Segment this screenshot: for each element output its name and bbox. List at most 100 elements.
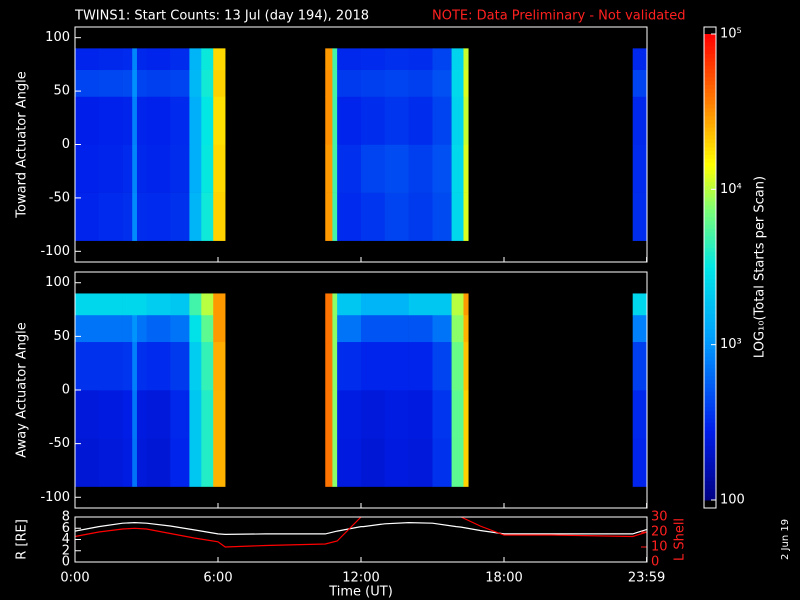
heatmap-cell — [432, 144, 452, 193]
heatmap-cell — [632, 438, 648, 487]
heatmap-cell — [98, 69, 123, 97]
colorbar-step — [704, 496, 716, 501]
heatmap-cell — [122, 438, 133, 487]
heatmap-cell — [201, 293, 214, 316]
colorbar-step — [704, 395, 716, 400]
heatmap-cell — [132, 341, 138, 391]
colorbar-step — [704, 453, 716, 458]
colorbar-step — [704, 169, 716, 175]
heatmap-cell — [432, 293, 452, 316]
heatmap-cell — [432, 438, 452, 487]
colorbar-step — [704, 267, 716, 272]
heatmap-cell — [189, 314, 202, 343]
heatmap-cell — [122, 96, 133, 145]
heatmap-cell — [332, 341, 338, 391]
colorbar-step — [704, 65, 716, 70]
colorbar-step — [704, 301, 716, 307]
heatmap-cell — [432, 192, 452, 241]
heatmap-cell — [132, 293, 138, 316]
colorbar-step — [704, 305, 716, 311]
y-tick-label: 4 — [62, 532, 70, 547]
heatmap-cell — [146, 96, 171, 145]
colorbar-step — [704, 352, 716, 357]
colorbar-step — [704, 68, 716, 74]
y2-axis-label: L Shell — [673, 518, 688, 561]
heatmap-cell — [213, 293, 226, 316]
heatmap-cell — [98, 144, 123, 193]
heatmap-cell — [189, 69, 202, 97]
heatmap-cell — [75, 192, 100, 241]
heatmap-cell — [132, 438, 138, 487]
colorbar-step — [704, 247, 716, 252]
colorbar-step — [704, 371, 716, 377]
heatmap-cell — [75, 438, 100, 487]
heatmap-cell — [325, 48, 333, 71]
heatmap-cell — [201, 48, 214, 71]
heatmap-cell — [408, 390, 433, 439]
heatmap-cell — [332, 144, 338, 193]
colorbar-step — [704, 146, 716, 151]
y2-tick-label: 10 — [651, 540, 668, 555]
heatmap-cell — [361, 48, 386, 71]
heatmap-cell — [408, 192, 433, 241]
colorbar-step — [704, 45, 716, 51]
y-tick-label: 0 — [62, 555, 70, 570]
heatmap-cell — [463, 390, 469, 439]
heatmap-cell — [325, 192, 333, 241]
heatmap-cell — [98, 293, 123, 316]
heatmap-cell — [432, 314, 452, 343]
colorbar-step — [704, 41, 716, 47]
heatmap-cell — [332, 192, 338, 241]
heatmap-cell — [170, 341, 190, 391]
heatmap-cell — [170, 144, 190, 193]
colorbar-step — [704, 34, 716, 39]
colorbar-step — [704, 72, 716, 78]
y-tick-label: -50 — [49, 190, 70, 205]
heatmap-cell — [361, 69, 386, 97]
y-axis-label: R [RE] — [15, 519, 30, 560]
colorbar-step — [704, 367, 716, 373]
colorbar-step — [704, 402, 716, 408]
x-tick-label: 18:00 — [485, 571, 522, 586]
heatmap-cell — [463, 314, 469, 343]
heatmap-cell — [632, 341, 648, 391]
colorbar-step — [704, 422, 716, 427]
heatmap-cell — [132, 192, 138, 241]
heatmap-cell — [170, 438, 190, 487]
heatmap-cell — [136, 48, 147, 71]
heatmap-cell — [451, 390, 464, 439]
colorbar-step — [704, 476, 716, 482]
colorbar-step — [704, 468, 716, 474]
colorbar-step — [704, 76, 716, 82]
heatmap-cell — [408, 314, 433, 343]
colorbar-step — [704, 356, 716, 361]
heatmap-cell — [384, 69, 409, 97]
heatmap-cell — [170, 48, 190, 71]
heatmap-cell — [201, 69, 214, 97]
heatmap-cell — [361, 390, 386, 439]
colorbar-step — [704, 325, 716, 330]
colorbar-step — [704, 379, 716, 384]
x-tick-label: 6:00 — [203, 571, 232, 586]
heatmap-cell — [384, 48, 409, 71]
colorbar-step — [704, 321, 716, 326]
heatmap-cell — [170, 192, 190, 241]
y-tick-label: -100 — [40, 244, 70, 259]
heatmap-cell — [325, 438, 333, 487]
heatmap-cell — [361, 96, 386, 145]
colorbar-step — [704, 406, 716, 412]
heatmap-cell — [201, 144, 214, 193]
y-tick-label: 50 — [53, 84, 70, 99]
colorbar-step — [704, 208, 716, 214]
heatmap-cell — [432, 48, 452, 71]
heatmap-cell — [170, 390, 190, 439]
heatmap-cell — [408, 69, 433, 97]
heatmap-cell — [463, 438, 469, 487]
heatmap-cell — [337, 314, 362, 343]
y-tick-label: 2 — [62, 543, 70, 558]
colorbar-step — [704, 387, 716, 392]
colorbar-step — [704, 123, 716, 128]
heatmap-cell — [332, 390, 338, 439]
heatmap-cell — [201, 341, 214, 391]
heatmap-cell — [136, 144, 147, 193]
